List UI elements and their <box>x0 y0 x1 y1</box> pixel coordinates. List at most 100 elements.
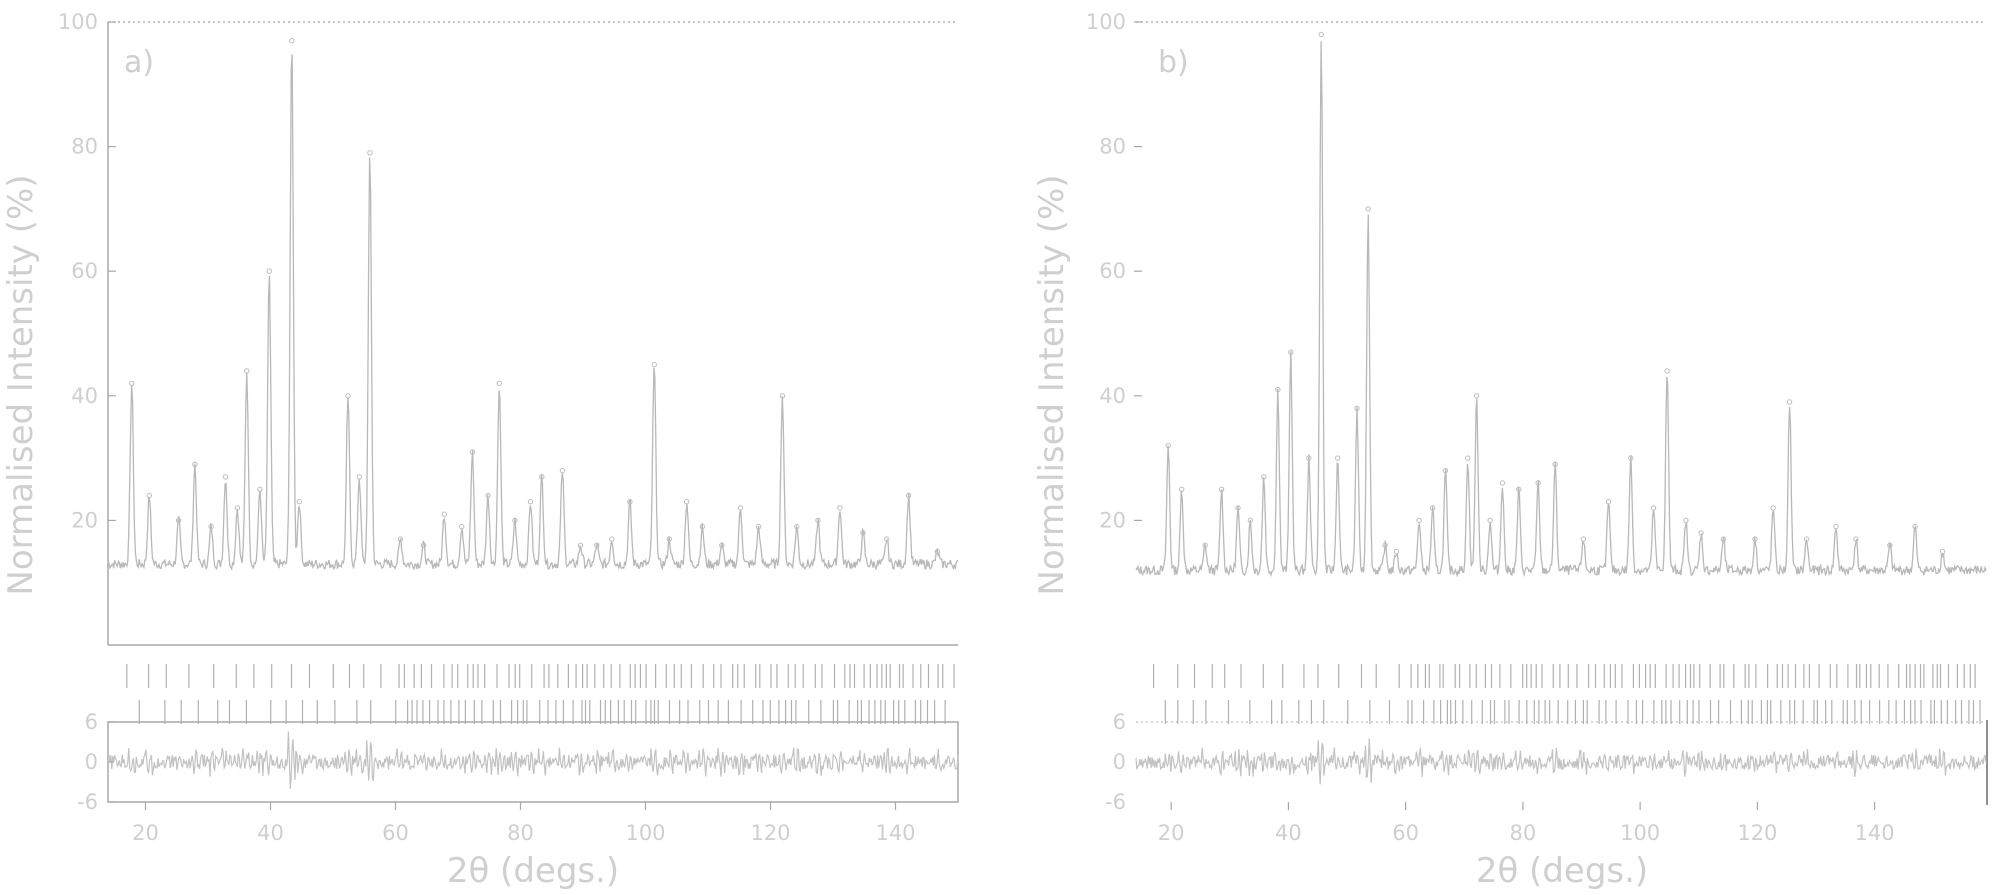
panel-b-peak-marker <box>1770 505 1776 511</box>
panel-b-peak-marker <box>1275 386 1281 393</box>
panel-b-peak-marker <box>1853 536 1859 542</box>
panel-b-peak-marker <box>1803 536 1810 542</box>
panel-a-x-tick-label: 20 <box>132 821 159 845</box>
panel-a-peak-marker <box>234 505 241 511</box>
panel-b-y-tick-label: 80 <box>1099 135 1126 159</box>
panel-a-peak-marker <box>496 380 502 386</box>
panel-b-peak-marker <box>1683 517 1689 524</box>
panel-b-peak-marker <box>1318 31 1324 38</box>
panel-b-peak-marker <box>1179 486 1185 492</box>
panel-a-x-tick-label: 140 <box>875 821 915 845</box>
panel-b-peak-marker <box>1235 505 1241 511</box>
panel-b-peak-marker <box>1580 536 1587 542</box>
panel-a-peak-marker <box>266 268 272 274</box>
panel-a-diff-tick-label: 6 <box>85 710 98 734</box>
panel-a-x-tick-label: 40 <box>257 821 284 845</box>
panel-b-x-tick-label: 40 <box>1275 821 1302 845</box>
panel-a-x-tick-label: 100 <box>625 821 665 845</box>
panel-b-peak-marker <box>1887 542 1893 548</box>
panel-b-peak-marker <box>1516 486 1522 492</box>
panel-a-difference-curve <box>107 731 959 789</box>
panel-a-y-tick-label: 80 <box>71 135 98 159</box>
panel-a-x-tick-label: 80 <box>507 821 534 845</box>
panel-a-peak-marker <box>815 517 821 524</box>
panel-b-peak-marker <box>1535 480 1541 486</box>
panel-a-peak-marker <box>666 536 672 542</box>
panel-a-peak-marker <box>594 542 600 548</box>
panel-b-peak-marker <box>1442 467 1449 474</box>
panel-a-peak-marker <box>699 523 706 530</box>
panel-a-peak-marker <box>539 474 545 480</box>
panel-b-peak-marker <box>1335 455 1341 461</box>
panel-a-peak-marker <box>884 536 890 542</box>
panel-b-diff-tick-label: -6 <box>1105 790 1126 814</box>
panel-b-peak-marker <box>1912 523 1918 530</box>
panel-b-peak-marker <box>1499 480 1506 486</box>
panel-a-peak-marker <box>175 517 182 524</box>
panel-b-x-tick-label: 20 <box>1158 821 1185 845</box>
panel-b-diffraction-pattern <box>1135 41 1987 578</box>
panel-a-diffraction-pattern <box>107 54 959 572</box>
panel-a-peak-marker <box>192 461 198 467</box>
panel-b-difference-curve <box>1135 738 1987 785</box>
panel-a-peak-marker <box>129 380 135 386</box>
panel-a-diff-tick-label: 0 <box>85 750 98 774</box>
panel-a-peak-marker <box>345 393 351 399</box>
panel-b-y-tick-label: 40 <box>1099 384 1126 408</box>
panel-a-peak-marker <box>441 511 447 517</box>
panel-b-peak-marker <box>1165 442 1171 449</box>
panel-b-peak-marker <box>1354 405 1360 411</box>
panel-b-y-tick-label: 60 <box>1099 259 1126 283</box>
panel-a-x-tick-label: 120 <box>750 821 790 845</box>
panel-b-peak-marker <box>1416 517 1422 524</box>
panel-b-peak-marker <box>1664 368 1670 374</box>
panel-a-x-tick-label: 60 <box>382 821 409 845</box>
panel-a-peak-marker <box>367 150 373 156</box>
panel-b-peak-marker <box>1306 455 1312 461</box>
panel-a-peak-marker <box>837 505 843 511</box>
panel-a-peak-marker <box>289 38 295 44</box>
panel-b-peak-marker <box>1939 548 1946 555</box>
panel-b-x-tick-label: 100 <box>1620 821 1660 845</box>
panel-b-peak-marker <box>1202 542 1208 548</box>
panel-a-peak-marker <box>512 517 518 524</box>
panel-a-label: a) <box>124 45 154 80</box>
panel-b-x-tick-label: 140 <box>1855 821 1895 845</box>
panel-a-y-axis-title: Normalised Intensity (%) <box>1 174 41 595</box>
panel-b-peak-marker <box>1261 474 1267 480</box>
panel-b-diff-tick-label: 0 <box>1113 750 1126 774</box>
panel-a-peak-marker <box>397 536 404 542</box>
panel-b-peak-marker <box>1720 536 1727 542</box>
panel-b-peak-marker <box>1218 486 1225 492</box>
panel-b-peak-marker <box>1382 542 1388 548</box>
panel-a-peak-marker <box>651 361 657 368</box>
panel-b-peak-marker <box>1288 349 1294 355</box>
panel-a-peak-marker <box>905 492 912 499</box>
panel-b-peak-marker <box>1786 399 1793 405</box>
panel-b-y-axis-title: Normalised Intensity (%) <box>1032 174 1072 595</box>
panel-b-peak-marker <box>1473 393 1480 399</box>
panel-b-peak-marker <box>1365 206 1371 212</box>
panel-a-peak-marker <box>146 492 153 499</box>
panel-a-peak-marker <box>208 523 214 530</box>
panel-b-peak-marker <box>1605 499 1612 505</box>
panel-a-peak-marker <box>244 368 250 374</box>
panel-b-peak-marker <box>1247 517 1254 524</box>
panel-a-peak-marker <box>860 530 866 536</box>
panel-b-peak-marker <box>1628 455 1634 461</box>
panel-b-y-tick-label: 100 <box>1086 10 1126 34</box>
panel-b-peak-marker <box>1752 536 1758 542</box>
panel-a-peak-marker <box>934 548 941 555</box>
panel-a-peak-marker <box>420 542 427 548</box>
panel-b-x-tick-label: 80 <box>1510 821 1537 845</box>
panel-a-peak-marker <box>527 499 534 505</box>
panel-b-diff-tick-label: 6 <box>1113 710 1126 734</box>
panel-a-peak-marker <box>737 505 744 511</box>
panel-b-x-tick-label: 60 <box>1392 821 1419 845</box>
panel-b-label: b) <box>1158 45 1189 80</box>
panel-b-peak-marker <box>1487 517 1493 524</box>
panel-b-peak-marker <box>1833 523 1839 530</box>
panel-a-peak-marker <box>356 474 362 480</box>
